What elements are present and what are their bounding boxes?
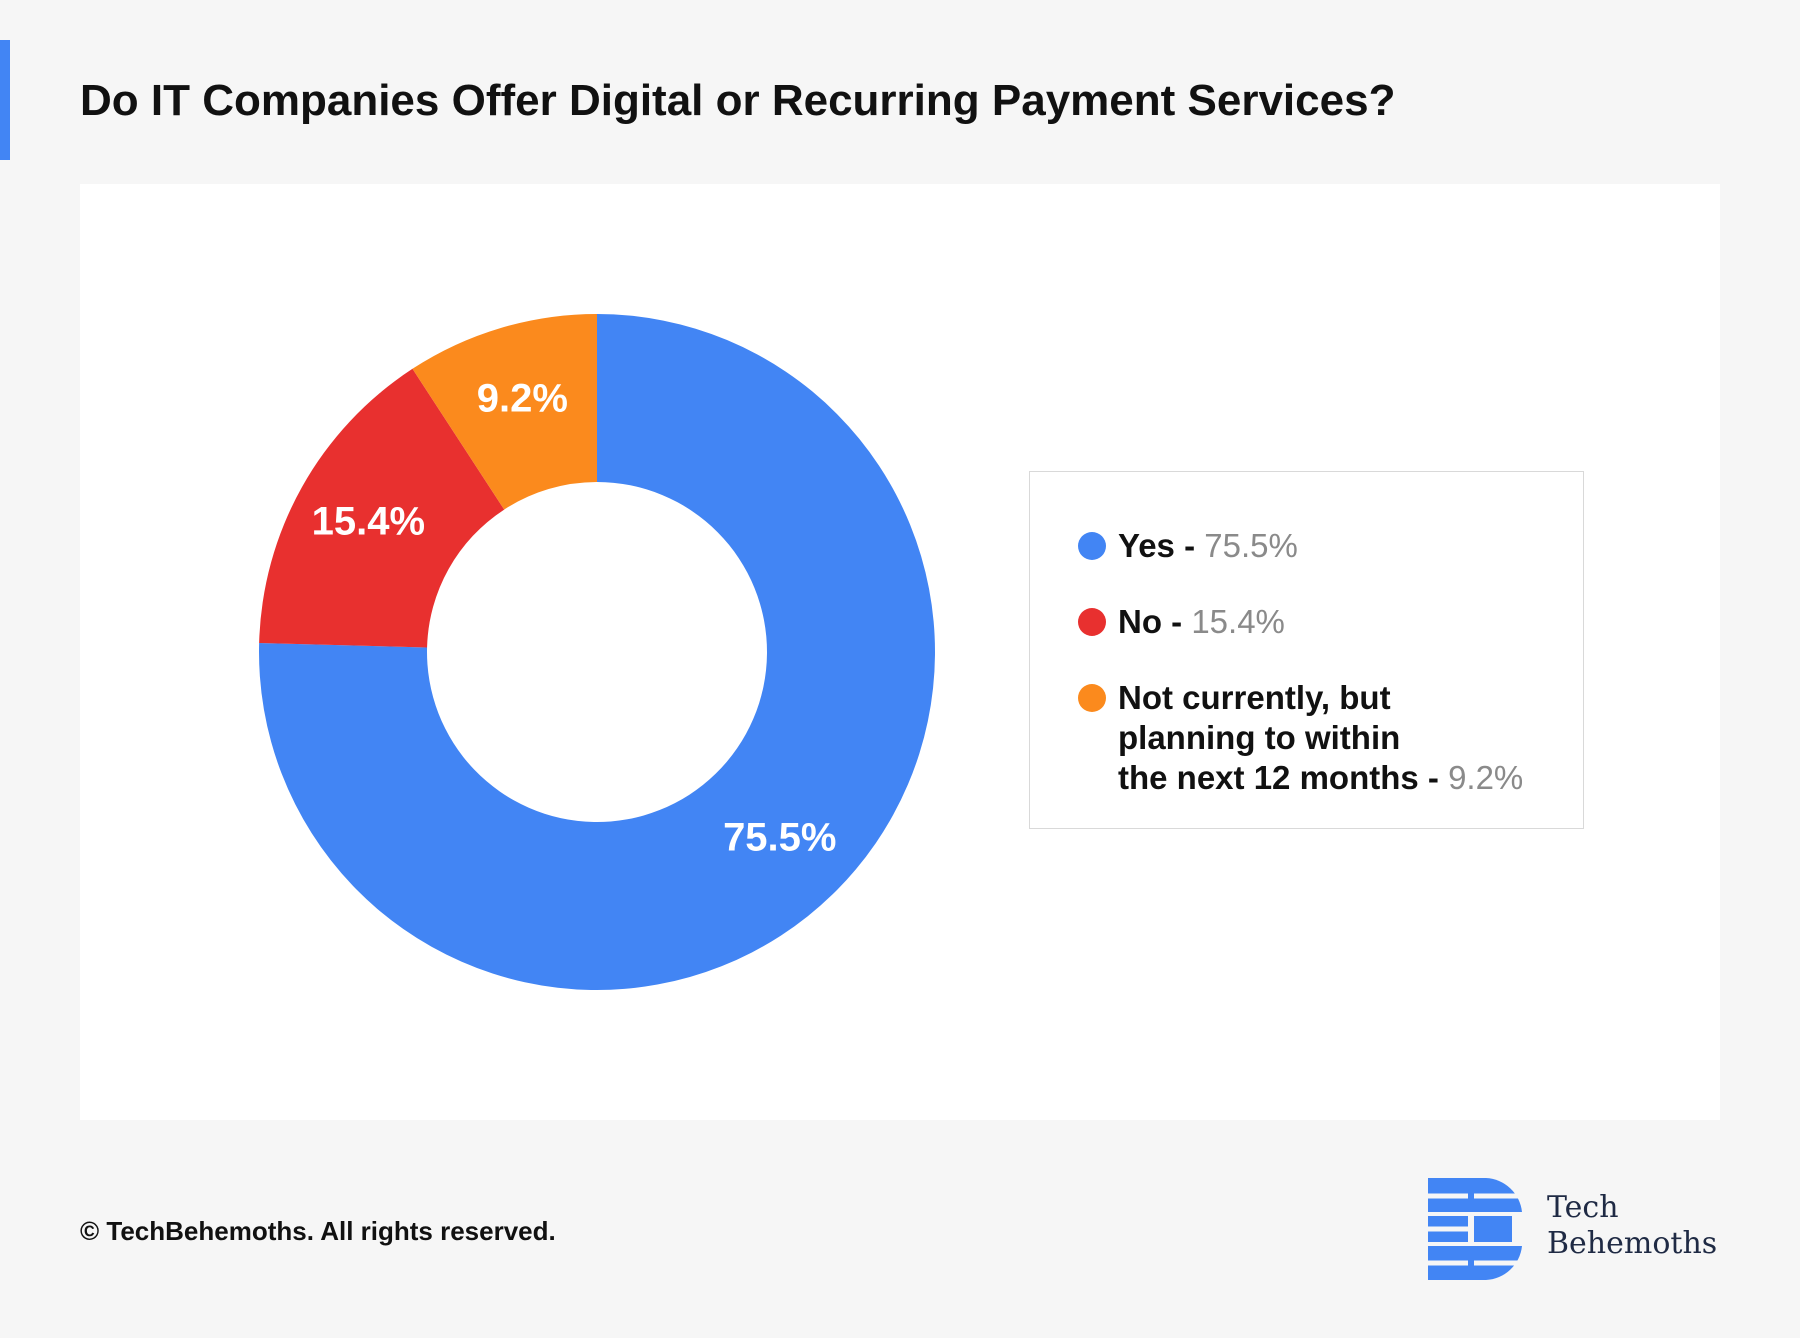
legend-label: Yes xyxy=(1118,527,1175,564)
legend-value: 9.2% xyxy=(1448,759,1524,796)
copyright-notice: © TechBehemoths. All rights reserved. xyxy=(80,1216,556,1246)
title-accent-bar xyxy=(0,40,10,160)
legend-item-planning: Not currently, but planning to within th… xyxy=(1078,678,1543,798)
brand-wordmark: Tech Behemoths xyxy=(1547,1190,1717,1262)
legend-swatch-planning xyxy=(1078,684,1106,712)
donut-slice-1 xyxy=(259,368,505,648)
legend-separator: - xyxy=(1162,603,1192,640)
legend-item-no: No - 15.4% xyxy=(1078,602,1543,642)
page-title: Do IT Companies Offer Digital or Recurri… xyxy=(80,76,1396,125)
donut-slice-2 xyxy=(412,314,597,510)
slice-data-label-1: 15.4% xyxy=(312,500,425,544)
donut-chart: 75.5% 15.4% 9.2% xyxy=(259,314,936,991)
brand-line-2: Behemoths xyxy=(1547,1226,1718,1261)
legend-separator: - xyxy=(1418,759,1449,796)
legend-value: 75.5% xyxy=(1204,527,1298,564)
legend-separator: - xyxy=(1174,527,1205,564)
slice-data-label-0: 75.5% xyxy=(723,815,836,859)
legend-value: 15.4% xyxy=(1191,603,1285,640)
legend-label: Not currently, but planning to within th… xyxy=(1118,679,1419,796)
chart-legend: Yes - 75.5% No - 15.4% Not currently, bu… xyxy=(1029,471,1584,829)
legend-item-yes: Yes - 75.5% xyxy=(1078,526,1543,566)
techbehemoths-logo-icon xyxy=(1428,1178,1522,1280)
brand-line-1: Tech xyxy=(1547,1190,1619,1225)
chart-card: 75.5% 15.4% 9.2% Yes - 75.5% No - 15.4% No… xyxy=(80,184,1720,1120)
legend-swatch-yes xyxy=(1078,532,1106,560)
donut-slice-0 xyxy=(259,314,936,991)
slice-data-label-2: 9.2% xyxy=(477,376,568,420)
legend-swatch-no xyxy=(1078,608,1106,636)
legend-label: No xyxy=(1118,603,1162,640)
